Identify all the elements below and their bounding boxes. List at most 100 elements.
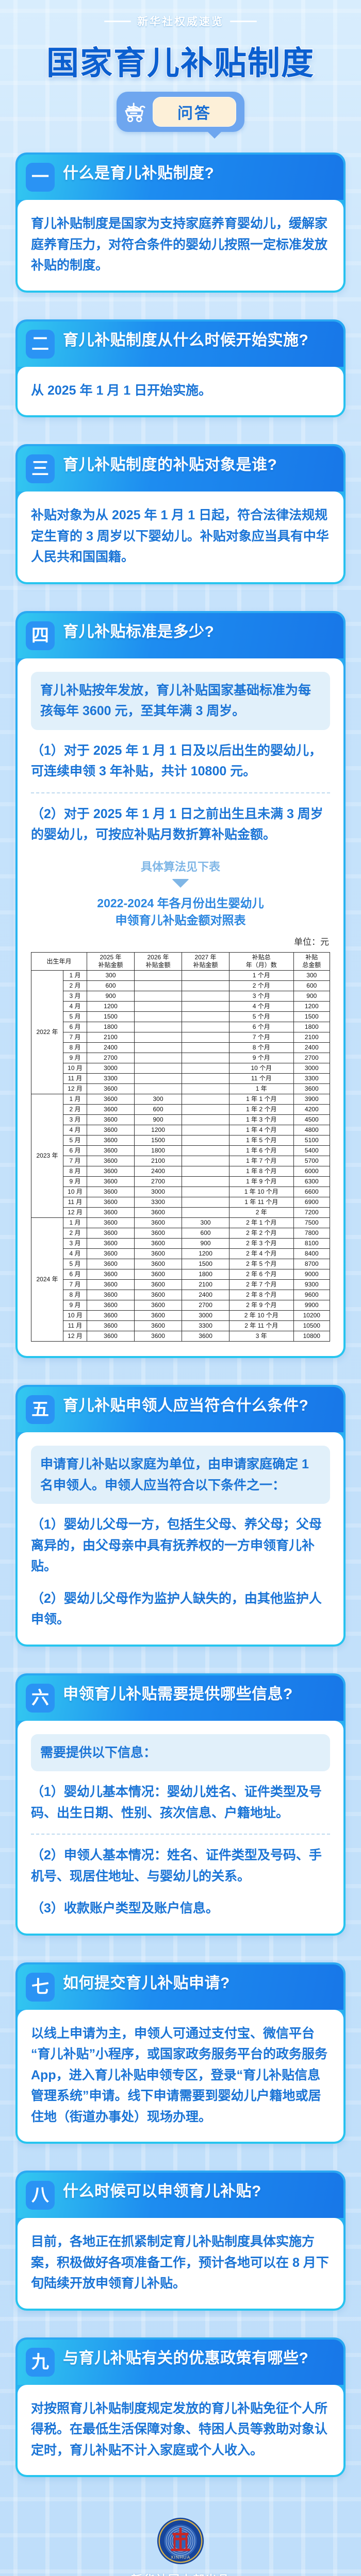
table-cell-2025: 3600 bbox=[86, 1310, 135, 1321]
table-cell-span: 6 个月 bbox=[229, 1022, 294, 1033]
qa-badge: 问答 bbox=[117, 92, 244, 139]
qa-card-header: 四育儿补贴标准是多少? bbox=[18, 613, 343, 658]
table-cell-month: 5 月 bbox=[63, 1011, 87, 1023]
table-cell-month: 4 月 bbox=[63, 1001, 87, 1012]
table-cell-2027 bbox=[182, 1073, 230, 1084]
table-lead-label: 具体算法见下表 bbox=[140, 860, 220, 873]
table-cell-2025: 3600 bbox=[86, 1094, 135, 1105]
table-cell-year: 2023 年 bbox=[31, 1094, 63, 1218]
table-cell-2025: 3600 bbox=[86, 1145, 135, 1157]
table-cell-total: 2100 bbox=[293, 1032, 331, 1043]
qa-number-badge: 三 bbox=[26, 454, 55, 484]
table-cell-month: 9 月 bbox=[63, 1300, 87, 1311]
table-cell-2025: 3600 bbox=[86, 1238, 135, 1249]
table-cell-2026: 600 bbox=[134, 1104, 183, 1115]
qa-card-header: 三育儿补贴制度的补贴对象是谁? bbox=[18, 446, 343, 492]
table-row: 5 月 3600 3600 1500 2 年 5 个月 8700 bbox=[31, 1259, 331, 1270]
qa-paragraph: 目前，各地正在抓紧制定育儿补贴制度具体实施方案，积极做好各项准备工作，预计各地可… bbox=[31, 2234, 329, 2291]
table-cell-span: 2 年 1 个月 bbox=[229, 1217, 294, 1229]
table-cell-span: 1 年 10 个月 bbox=[229, 1187, 294, 1198]
subsidy-table: 出生年月 2025 年补贴金额 2026 年补贴金额 2027 年补贴金额 补贴总 年（月… bbox=[31, 952, 331, 1342]
qa-paragraph: 对按照育儿补贴制度规定发放的育儿补贴免征个人所得税。在最低生活保障对象、特困人员… bbox=[31, 2401, 328, 2458]
table-cell-2027: 2100 bbox=[182, 1279, 230, 1291]
table-cell-span: 1 年 bbox=[229, 1083, 294, 1095]
qa-card-header: 六申领育儿补贴需要提供哪些信息? bbox=[18, 1675, 343, 1721]
table-cell-span: 1 年 5 个月 bbox=[229, 1135, 294, 1146]
table-cell-span: 2 年 10 个月 bbox=[229, 1310, 294, 1321]
table-header-row: 出生年月 2025 年补贴金额 2026 年补贴金额 2027 年补贴金额 补贴总 年（月… bbox=[31, 952, 331, 971]
hero-header: 新华社权威速览 国家育儿补贴制度 问答 bbox=[0, 0, 361, 139]
table-title: 2022-2024 年各月份出生婴幼儿 申领育儿补贴金额对照表 bbox=[97, 896, 264, 927]
table-cell-2027 bbox=[182, 1207, 230, 1218]
table-row: 8 月 3600 3600 2400 2 年 8 个月 9600 bbox=[31, 1290, 331, 1301]
table-cell-2025: 3600 bbox=[86, 1269, 135, 1280]
qa-card-header: 八什么时候可以申领育儿补贴? bbox=[18, 2173, 343, 2218]
table-cell-span: 11 个月 bbox=[229, 1073, 294, 1084]
table-cell-total: 900 bbox=[293, 991, 331, 1002]
qa-paragraph: 补贴对象为从 2025 年 1 月 1 日起，符合法律法规规定生育的 3 周岁以… bbox=[31, 508, 329, 565]
table-cell-month: 10 月 bbox=[63, 1310, 87, 1321]
qa-paragraph: （2）对于 2025 年 1 月 1 日之前出生且未满 3 周岁的婴幼儿，可按应… bbox=[31, 806, 323, 842]
table-cell-2026 bbox=[134, 991, 183, 1002]
qa-number-badge: 七 bbox=[26, 1972, 55, 2002]
table-cell-2027 bbox=[182, 1022, 230, 1033]
table-cell-2027 bbox=[182, 1197, 230, 1208]
table-cell-span: 10 个月 bbox=[229, 1063, 294, 1074]
table-cell-2027 bbox=[182, 1114, 230, 1126]
table-cell-2026: 300 bbox=[134, 1094, 183, 1105]
table-cell-month: 11 月 bbox=[63, 1197, 87, 1208]
table-cell-2026: 3000 bbox=[134, 1187, 183, 1198]
qa-question-title: 育儿补贴制度从什么时候开始实施? bbox=[63, 331, 309, 349]
table-cell-2026 bbox=[134, 1083, 183, 1095]
page-title: 国家育儿补贴制度 bbox=[46, 45, 315, 81]
qa-number-badge: 五 bbox=[26, 1395, 55, 1425]
footer-label: 新华社国内部出品 bbox=[0, 2571, 361, 2576]
table-cell-2027 bbox=[182, 1053, 230, 1064]
page-footer: XINHUA 新华社国内部出品 bbox=[0, 2504, 361, 2576]
qa-question-title: 育儿补贴标准是多少? bbox=[63, 623, 215, 640]
table-cell-2027 bbox=[182, 1187, 230, 1198]
table-cell-month: 10 月 bbox=[63, 1187, 87, 1198]
table-row: 9 月 2700 9 个月 2700 bbox=[31, 1053, 331, 1064]
table-cell-2025: 600 bbox=[86, 980, 135, 992]
table-cell-2025: 3600 bbox=[86, 1259, 135, 1270]
table-cell-total: 600 bbox=[293, 980, 331, 992]
table-cell-2025: 3600 bbox=[86, 1248, 135, 1260]
table-row: 5 月 1500 5 个月 1500 bbox=[31, 1011, 331, 1023]
table-cell-total: 7800 bbox=[293, 1228, 331, 1239]
table-cell-month: 6 月 bbox=[63, 1269, 87, 1280]
table-row: 8 月 3600 2400 1 年 8 个月 6000 bbox=[31, 1166, 331, 1177]
table-cell-span: 1 年 1 个月 bbox=[229, 1094, 294, 1105]
table-cell-month: 2 月 bbox=[63, 1104, 87, 1115]
qa-card-header: 二育儿补贴制度从什么时候开始实施? bbox=[18, 321, 343, 367]
table-cell-span: 1 年 3 个月 bbox=[229, 1114, 294, 1126]
table-cell-total: 5700 bbox=[293, 1156, 331, 1167]
stroller-icon bbox=[124, 101, 147, 123]
table-cell-span: 2 年 7 个月 bbox=[229, 1279, 294, 1291]
qa-badge-label: 问答 bbox=[153, 97, 236, 127]
table-cell-2026: 3600 bbox=[134, 1259, 183, 1270]
table-cell-2026: 3600 bbox=[134, 1238, 183, 1249]
subsidy-table-block: 具体算法见下表 2022-2024 年各月份出生婴幼儿 申领育儿补贴金额对照表 单位：… bbox=[31, 858, 331, 1342]
table-row: 6 月 3600 3600 1800 2 年 6 个月 9000 bbox=[31, 1269, 331, 1280]
table-cell-total: 7500 bbox=[293, 1217, 331, 1229]
qa-card-body: 需要提供以下信息： （1）婴幼儿基本情况：婴幼儿姓名、证件类型及号码、出生日期、性… bbox=[18, 1720, 343, 1934]
table-cell-month: 8 月 bbox=[63, 1290, 87, 1301]
table-cell-2026: 3300 bbox=[134, 1197, 183, 1208]
qa-card-header: 九与育儿补贴有关的优惠政策有哪些? bbox=[18, 2339, 343, 2385]
table-row: 2 月 600 2 个月 600 bbox=[31, 980, 331, 992]
table-row: 2 月 3600 600 1 年 2 个月 4200 bbox=[31, 1104, 331, 1115]
table-cell-2026 bbox=[134, 970, 183, 981]
table-cell-span: 2 年 9 个月 bbox=[229, 1300, 294, 1311]
table-cell-span: 8 个月 bbox=[229, 1042, 294, 1054]
table-cell-span: 1 年 4 个月 bbox=[229, 1125, 294, 1136]
qa-number-badge: 八 bbox=[26, 2181, 55, 2210]
table-cell-span: 5 个月 bbox=[229, 1011, 294, 1023]
table-row: 7 月 3600 3600 2100 2 年 7 个月 9300 bbox=[31, 1279, 331, 1291]
table-row: 10 月 3000 10 个月 3000 bbox=[31, 1063, 331, 1074]
table-intro: 具体算法见下表 2022-2024 年各月份出生婴幼儿 申领育儿补贴金额对照表 bbox=[31, 858, 330, 929]
table-cell-2025: 1800 bbox=[86, 1022, 135, 1033]
table-cell-2025: 3600 bbox=[86, 1217, 135, 1229]
rule-left-icon bbox=[104, 20, 131, 22]
